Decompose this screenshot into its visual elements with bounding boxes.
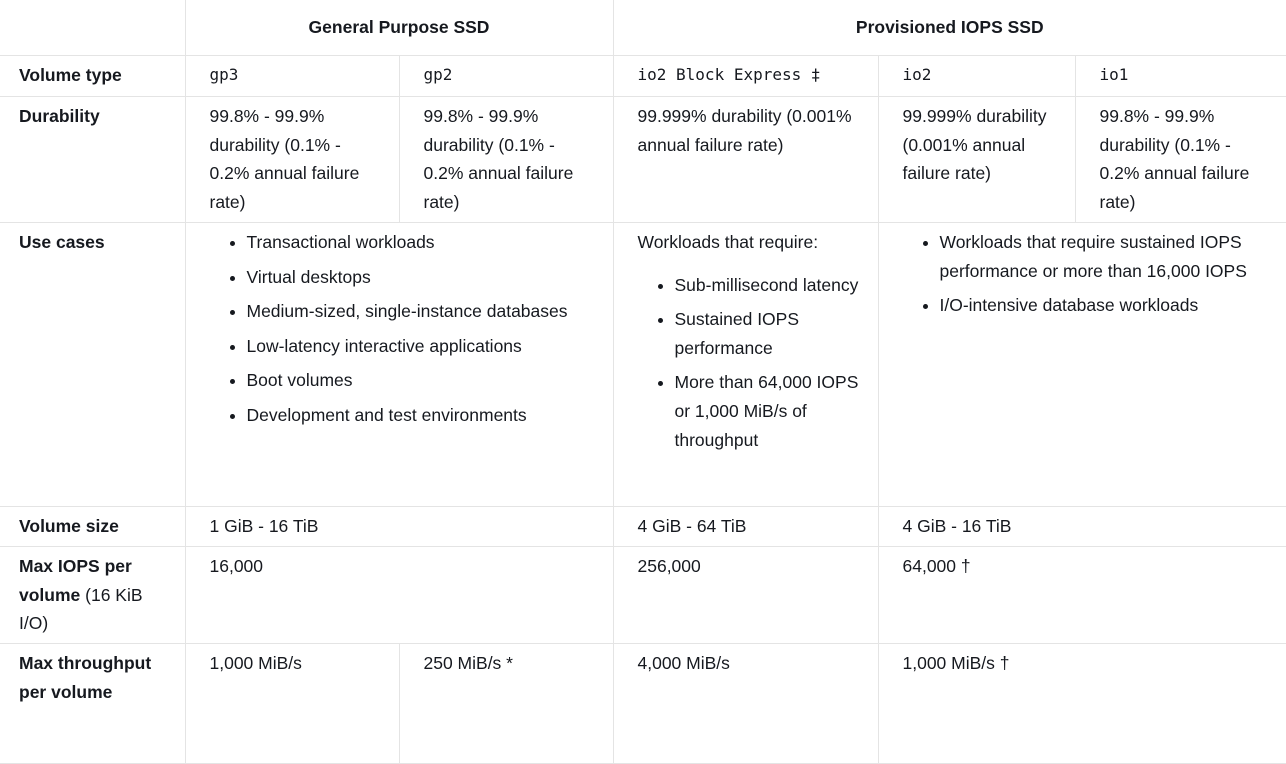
cell: 1 GiB - 16 TiB — [184, 506, 614, 547]
list-item: Virtual desktops — [247, 263, 599, 292]
cell: io1 — [1074, 55, 1286, 97]
row: Volume size 1 GiB - 16 TiB 4 GiB - 64 Ti… — [0, 506, 1286, 547]
cell: 99.8% - 99.9% durability (0.1% - 0.2% an… — [1074, 96, 1286, 223]
cell: io2 Block Express ‡ — [612, 55, 879, 97]
list: Sub-millisecond latency Sustained IOPS p… — [638, 271, 864, 455]
list: Workloads that require sustained IOPS pe… — [903, 228, 1273, 320]
label-text: Max IOPS per volume — [19, 556, 132, 605]
cell: 64,000 † — [877, 546, 1286, 644]
label-note: (16 KiB I/O) — [19, 584, 143, 634]
cell: 99.999% durability (0.001% annual failur… — [612, 96, 879, 223]
cell: 16,000 — [184, 546, 614, 644]
group-header: General Purpose SSD — [184, 0, 614, 56]
cell: Transactional workloads Virtual desktops… — [184, 222, 614, 507]
row: Use cases Transactional workloads Virtua… — [0, 222, 1286, 507]
corner — [0, 0, 186, 56]
group-header: Provisioned IOPS SSD — [612, 0, 1286, 56]
cell: 256,000 — [612, 546, 879, 644]
list-item: Workloads that require sustained IOPS pe… — [940, 228, 1273, 285]
cell: gp2 — [398, 55, 614, 97]
cell: 250 MiB/s * — [398, 643, 614, 764]
list-item: Low-latency interactive applications — [247, 332, 599, 361]
cell: 4,000 MiB/s — [612, 643, 879, 764]
cell: Workloads that require sustained IOPS pe… — [877, 222, 1286, 507]
list-item: Sub-millisecond latency — [675, 271, 864, 300]
list-item: More than 64,000 IOPS or 1,000 MiB/s of … — [675, 368, 864, 454]
row-label: Durability — [0, 96, 186, 223]
row: Volume type gp3 gp2 io2 Block Express ‡ … — [0, 55, 1286, 97]
list-item: I/O-intensive database workloads — [940, 291, 1273, 320]
cell: Workloads that require: Sub-millisecond … — [612, 222, 879, 507]
cell: 1,000 MiB/s — [184, 643, 400, 764]
page: {"table": { "header": ["General Purpose … — [0, 0, 1286, 742]
row: Max throughput per volume 1,000 MiB/s 25… — [0, 643, 1286, 764]
cell: 99.8% - 99.9% durability (0.1% - 0.2% an… — [184, 96, 400, 223]
list-item: Transactional workloads — [247, 228, 599, 257]
row-label: Use cases — [0, 222, 186, 507]
cell: gp3 — [184, 55, 400, 97]
header-row: General Purpose SSD Provisioned IOPS SSD — [0, 0, 1286, 56]
row: Durability 99.8% - 99.9% durability (0.1… — [0, 96, 1286, 223]
list-item: Development and test environments — [247, 401, 599, 430]
row: Max IOPS per volume (16 KiB I/O) 16,000 … — [0, 546, 1286, 644]
row-label: Max IOPS per volume (16 KiB I/O) — [0, 546, 186, 644]
list-item: Sustained IOPS performance — [675, 305, 864, 362]
row-label: Volume size — [0, 506, 186, 547]
cell: 4 GiB - 16 TiB — [877, 506, 1286, 547]
list-item: Boot volumes — [247, 366, 599, 395]
list: Transactional workloads Virtual desktops… — [210, 228, 599, 430]
row-label: Max throughput per volume — [0, 643, 186, 764]
intro: Workloads that require: — [637, 232, 819, 252]
cell: 99.8% - 99.9% durability (0.1% - 0.2% an… — [398, 96, 614, 223]
cell: io2 — [877, 55, 1076, 97]
cell: 99.999% durability (0.001% annual failur… — [877, 96, 1076, 223]
cell: 4 GiB - 64 TiB — [612, 506, 879, 547]
list-item: Medium-sized, single-instance databases — [247, 297, 599, 326]
row-label: Volume type — [0, 55, 186, 97]
cell: 1,000 MiB/s † — [877, 643, 1286, 764]
